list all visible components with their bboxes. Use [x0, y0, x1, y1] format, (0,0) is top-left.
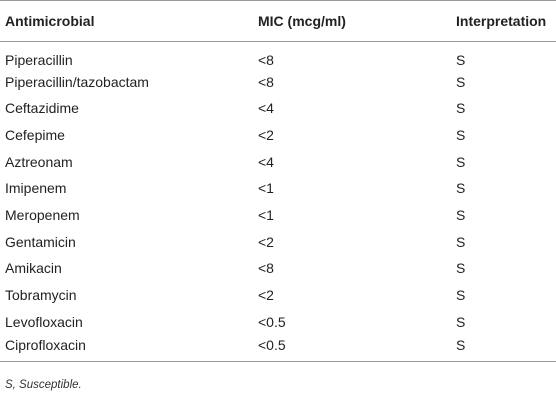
- cell-interpretation: S: [456, 100, 466, 117]
- cell-antimicrobial: Cefepime: [5, 126, 65, 143]
- cell-interpretation: S: [456, 233, 466, 250]
- cell-interpretation: S: [456, 180, 466, 197]
- cell-mic: <0.5: [253, 335, 451, 363]
- table-row: Cefepime <2 S: [0, 122, 556, 149]
- cell-mic: <4: [258, 153, 274, 170]
- cell-antimicrobial: Piperacillin/tazobactam: [5, 73, 149, 90]
- table-row: Imipenem <1 S: [0, 175, 556, 202]
- table-row: Ceftazidime <4 S: [0, 95, 556, 122]
- table-header: Antimicrobial MIC (mcg/ml) Interpretatio…: [0, 0, 556, 42]
- cell-mic: <8: [258, 52, 274, 69]
- cell-antimicrobial: Levofloxacin: [5, 313, 83, 330]
- table-row: Gentamicin <2 S: [0, 228, 556, 255]
- cell-interpretation: S: [451, 335, 556, 363]
- table-footnote: S, Susceptible.: [5, 379, 82, 391]
- cell-mic: <4: [258, 100, 274, 117]
- cell-antimicrobial: Piperacillin: [5, 52, 73, 69]
- susceptibility-table-container: Antimicrobial MIC (mcg/ml) Interpretatio…: [0, 0, 556, 363]
- cell-mic: <1: [258, 180, 274, 197]
- cell-mic: <0.5: [258, 313, 286, 330]
- cell-antimicrobial: Meropenem: [5, 206, 80, 223]
- cell-mic: <1: [258, 206, 274, 223]
- table-row: Tobramycin <2 S: [0, 282, 556, 309]
- table-row: Piperacillin/tazobactam <8 S: [0, 68, 556, 95]
- header-antimicrobial: Antimicrobial: [0, 0, 253, 42]
- cell-interpretation: S: [456, 206, 466, 223]
- cell-mic: <8: [258, 73, 274, 90]
- cell-mic: <2: [258, 126, 274, 143]
- cell-mic: <2: [258, 287, 274, 304]
- table-body: Piperacillin <8 S Piperacillin/tazobacta…: [0, 42, 556, 363]
- cell-antimicrobial: Ciprofloxacin: [0, 335, 253, 363]
- header-row: Antimicrobial MIC (mcg/ml) Interpretatio…: [0, 0, 556, 42]
- cell-antimicrobial: Amikacin: [5, 260, 62, 277]
- cell-interpretation: S: [456, 313, 466, 330]
- cell-antimicrobial: Tobramycin: [5, 287, 77, 304]
- cell-interpretation: S: [456, 52, 466, 69]
- cell-mic: <8: [258, 260, 274, 277]
- header-mic: MIC (mcg/ml): [253, 0, 451, 42]
- table-row: Aztreonam <4 S: [0, 148, 556, 175]
- cell-interpretation: S: [456, 73, 466, 90]
- table-row: Piperacillin <8 S: [0, 42, 556, 69]
- cell-mic: <2: [258, 233, 274, 250]
- table-row: Levofloxacin <0.5 S: [0, 308, 556, 335]
- susceptibility-table: Antimicrobial MIC (mcg/ml) Interpretatio…: [0, 0, 556, 363]
- cell-antimicrobial: Gentamicin: [5, 233, 76, 250]
- cell-interpretation: S: [456, 260, 466, 277]
- header-interpretation: Interpretation: [451, 0, 556, 42]
- cell-interpretation: S: [456, 287, 466, 304]
- cell-antimicrobial: Ceftazidime: [5, 100, 79, 117]
- cell-interpretation: S: [456, 153, 466, 170]
- cell-antimicrobial: Imipenem: [5, 180, 67, 197]
- table-row: Meropenem <1 S: [0, 202, 556, 229]
- table-row: Ciprofloxacin <0.5 S: [0, 335, 556, 363]
- cell-interpretation: S: [456, 126, 466, 143]
- table-row: Amikacin <8 S: [0, 255, 556, 282]
- cell-antimicrobial: Aztreonam: [5, 153, 73, 170]
